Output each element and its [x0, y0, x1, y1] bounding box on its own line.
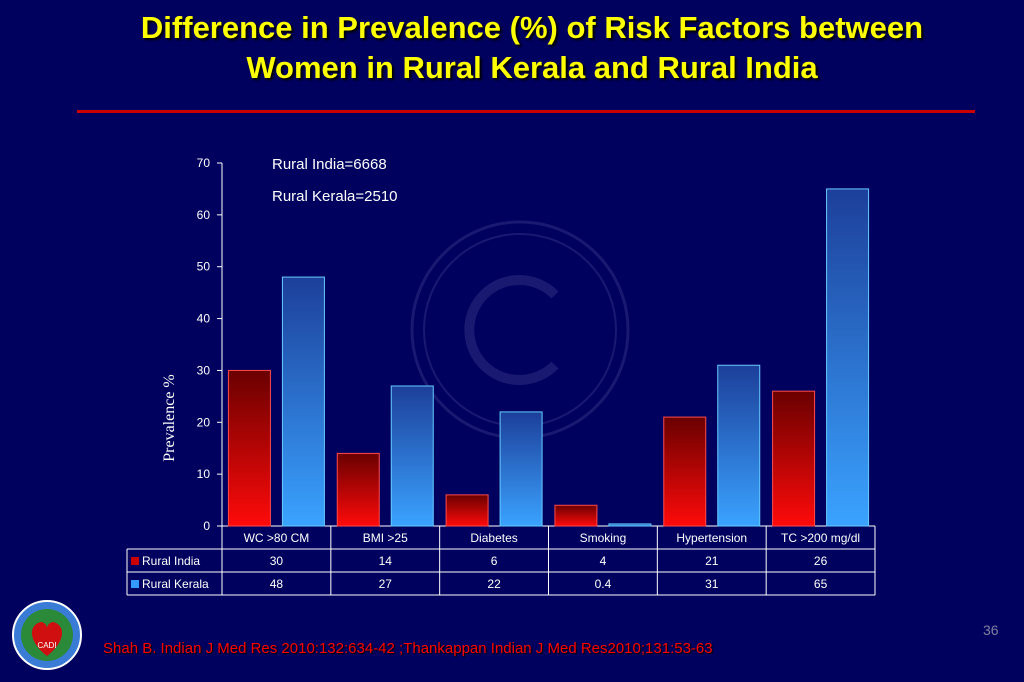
category-label: Smoking [580, 531, 627, 545]
data-label: 21 [705, 554, 719, 568]
category-label: Diabetes [470, 531, 517, 545]
data-label: 0.4 [595, 577, 612, 591]
y-tick-label: 20 [197, 415, 211, 429]
title-line-1: Difference in Prevalence (%) of Risk Fac… [140, 10, 924, 45]
bar-rural-india [336, 452, 380, 527]
y-tick-label: 70 [197, 156, 211, 170]
y-tick-label: 0 [203, 519, 210, 533]
bar-rural-india [663, 416, 707, 527]
data-label: 65 [814, 577, 828, 591]
title-line-2: Women in Rural Kerala and Rural India [246, 50, 818, 85]
bar-rural-kerala [390, 385, 434, 527]
data-table: WC >80 CM BMI >25 Diabetes Smoking Hypertens… [126, 526, 876, 596]
bar-rural-india [445, 494, 489, 527]
data-label: 4 [600, 554, 607, 568]
data-label: 30 [270, 554, 284, 568]
title-divider [77, 110, 975, 113]
data-label: 22 [487, 577, 501, 591]
data-label: 31 [705, 577, 719, 591]
category-label: WC >80 CM [244, 531, 310, 545]
bar-rural-india [227, 369, 271, 527]
series-label: Rural India [142, 554, 200, 568]
data-label: 27 [379, 577, 393, 591]
y-tick-label: 10 [197, 467, 211, 481]
category-label: TC >200 mg/dl [781, 531, 860, 545]
data-label: 26 [814, 554, 828, 568]
annotation-rural-india: Rural India=6668 [272, 156, 387, 173]
bar-rural-kerala [499, 411, 543, 527]
cadi-logo: CADI [12, 600, 82, 670]
y-tick-label: 50 [197, 260, 211, 274]
category-label: BMI >25 [363, 531, 408, 545]
y-tick-label: 60 [197, 208, 211, 222]
legend-swatch-rural-india [131, 557, 139, 565]
bar-rural-kerala [717, 364, 761, 527]
bar-rural-kerala [281, 276, 325, 527]
y-axis-label: Prevalence % [161, 374, 178, 462]
bar-rural-india [554, 504, 598, 527]
bar-rural-kerala [826, 188, 870, 527]
data-label: 14 [379, 554, 393, 568]
bar-rural-india [772, 390, 816, 527]
legend-swatch-rural-kerala [131, 580, 139, 588]
slide-title: Difference in Prevalence (%) of Risk Fac… [40, 8, 1024, 88]
annotation-rural-kerala: Rural Kerala=2510 [272, 188, 398, 205]
citation: Shah B. Indian J Med Res 2010:132:634-42… [103, 640, 713, 657]
data-label: 48 [270, 577, 284, 591]
y-tick-label: 30 [197, 363, 211, 377]
series-label: Rural Kerala [142, 577, 209, 591]
chart-bars [227, 188, 870, 527]
logo-text: CADI [37, 641, 56, 650]
data-label: 6 [491, 554, 498, 568]
category-label: Hypertension [676, 531, 747, 545]
bar-rural-kerala [608, 523, 652, 527]
y-tick-label: 40 [197, 312, 211, 326]
chart-axes: 0 10 20 30 40 50 60 70 [197, 156, 875, 533]
slide-number: 36 [983, 622, 999, 638]
copyright-watermark [410, 220, 630, 440]
